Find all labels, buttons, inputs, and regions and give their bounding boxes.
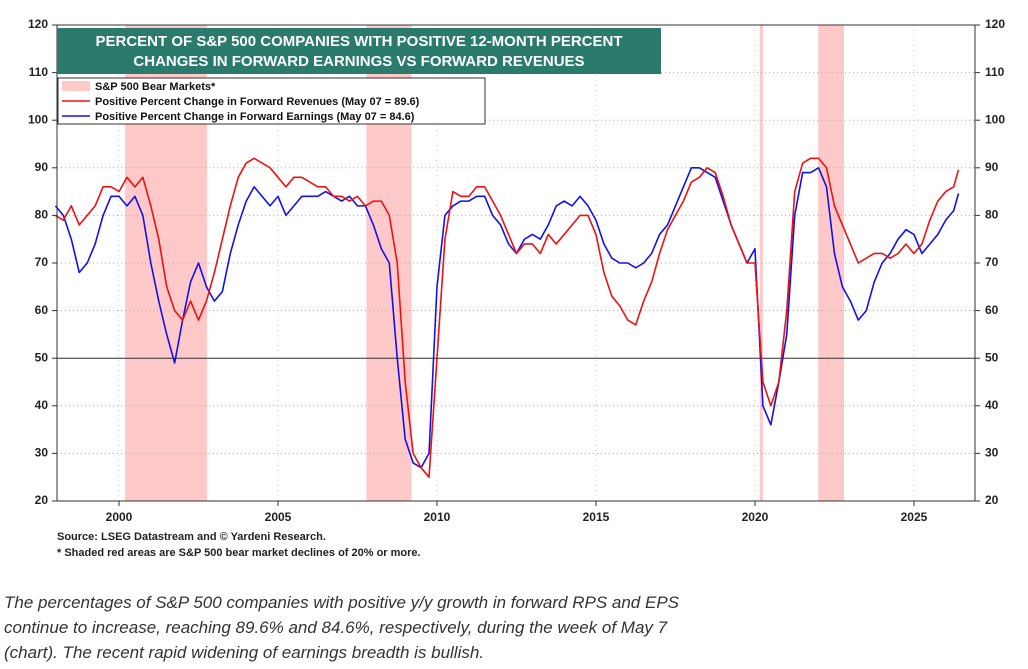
y-tick-label: 120 xyxy=(28,17,48,31)
y2-tick-label: 90 xyxy=(985,160,999,174)
y2-tick-label: 50 xyxy=(985,350,999,364)
y2-tick-label: 120 xyxy=(985,17,1005,31)
y-tick-label: 50 xyxy=(35,350,49,364)
series-line xyxy=(54,157,960,478)
y2-tick-label: 60 xyxy=(985,303,999,317)
source-note: Source: LSEG Datastream and © Yardeni Re… xyxy=(57,531,326,543)
y-tick-label: 100 xyxy=(28,112,48,126)
legend-swatch xyxy=(62,81,90,91)
footnote: * Shaded red areas are S&P 500 bear mark… xyxy=(57,547,421,559)
y2-tick-label: 100 xyxy=(985,112,1005,126)
y-tick-label: 40 xyxy=(35,398,49,412)
x-tick-label: 2010 xyxy=(424,510,451,524)
y-tick-label: 30 xyxy=(35,446,49,460)
legend-label: Positive Percent Change in Forward Earni… xyxy=(95,111,415,123)
y2-tick-label: 30 xyxy=(985,446,999,460)
y-tick-label: 80 xyxy=(35,208,49,222)
y2-tick-label: 80 xyxy=(985,208,999,222)
y-tick-label: 90 xyxy=(35,160,49,174)
x-tick-label: 2000 xyxy=(106,510,133,524)
y-tick-label: 20 xyxy=(35,493,49,507)
x-tick-label: 2015 xyxy=(583,510,610,524)
bear-market-shade xyxy=(818,25,844,501)
chart-title: PERCENT OF S&P 500 COMPANIES WITH POSITI… xyxy=(95,33,622,50)
series-line xyxy=(54,167,960,469)
y2-tick-label: 20 xyxy=(985,493,999,507)
y2-tick-label: 110 xyxy=(985,65,1005,79)
legend-label: S&P 500 Bear Markets* xyxy=(95,81,216,93)
y-tick-label: 110 xyxy=(29,65,49,79)
y-tick-label: 70 xyxy=(35,255,49,269)
title-box xyxy=(57,28,661,74)
legend-box xyxy=(57,77,486,125)
y2-tick-label: 70 xyxy=(985,255,999,269)
chart-title: CHANGES IN FORWARD EARNINGS VS FORWARD R… xyxy=(133,53,584,70)
x-tick-label: 2025 xyxy=(901,510,928,524)
legend-label: Positive Percent Change in Forward Reven… xyxy=(95,96,420,108)
x-tick-label: 2005 xyxy=(265,510,292,524)
caption: The percentages of S&P 500 companies wit… xyxy=(4,593,679,662)
y2-tick-label: 40 xyxy=(985,398,999,412)
y-tick-label: 60 xyxy=(35,303,49,317)
x-tick-label: 2020 xyxy=(742,510,769,524)
